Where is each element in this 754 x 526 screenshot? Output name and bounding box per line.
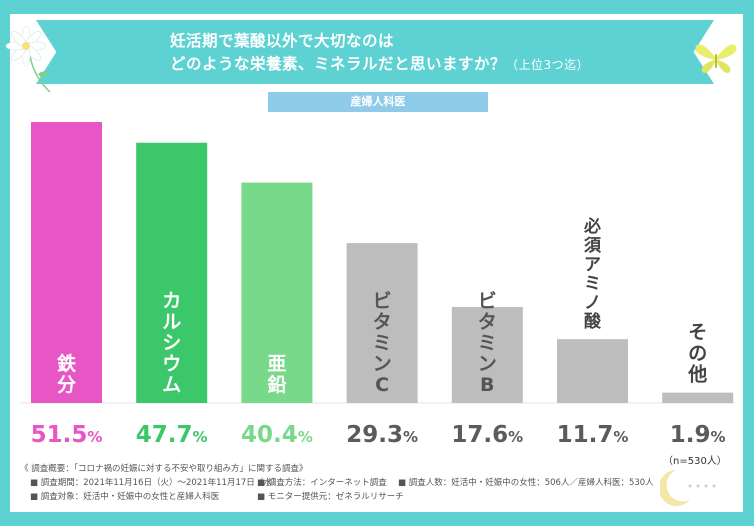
value-label-2: 40.4%	[232, 422, 322, 448]
value-label-unit: %	[710, 428, 726, 446]
category-label-1: カルシウム	[162, 290, 181, 396]
bar-4	[451, 306, 523, 403]
value-label-number: 40.4	[241, 422, 298, 448]
value-label-unit: %	[87, 428, 103, 446]
bar-3	[346, 243, 418, 403]
value-label-number: 17.6	[451, 422, 509, 448]
sample-size-note: （n=530人）	[663, 456, 727, 467]
bar-1	[136, 142, 208, 403]
category-label-5: 必須アミノ酸	[583, 216, 602, 332]
value-label-unit: %	[402, 428, 418, 446]
butterfly-icon	[695, 44, 737, 73]
chart-title-line1: 妊活期で葉酸以外で大切なのは	[170, 32, 395, 50]
survey-overview: 《 調査概要：「コロナ禍の妊娠に対する不安や取り組み方」に関する調査》	[20, 464, 308, 474]
bar-5	[557, 339, 628, 403]
category-label-3: ビタミン C	[373, 290, 392, 396]
value-label-unit: %	[297, 428, 313, 446]
value-label-number: 47.7	[135, 422, 193, 448]
value-label-number: 11.7	[556, 422, 614, 448]
value-label-number: 51.5	[30, 422, 88, 448]
value-label-4: 17.6%	[442, 422, 532, 448]
chart-title-main: どのような栄養素、ミネラルだと思いますか？	[170, 55, 507, 73]
flower-icon	[5, 25, 51, 93]
category-label-6: その他	[687, 322, 707, 386]
bar-6	[662, 392, 734, 403]
category-label-0: 鉄分	[57, 352, 76, 396]
survey-period: ■ 調査期間：2021年11月16日（火）〜2021年11月17日（水）	[30, 478, 281, 488]
bar-2	[241, 182, 313, 403]
chart-title-note: （上位3つ迄）	[506, 58, 590, 72]
bar-0	[31, 122, 102, 403]
value-label-6: 1.9%	[653, 422, 743, 448]
value-label-number: 29.3	[346, 422, 403, 448]
value-label-3: 29.3%	[337, 422, 427, 448]
group-label: 産婦人科医	[268, 92, 488, 112]
chart-title-line2: どのような栄養素、ミネラルだと思いますか？（上位3つ迄）	[170, 52, 589, 74]
value-label-5: 11.7%	[548, 422, 638, 448]
value-label-0: 51.5%	[22, 422, 112, 448]
value-label-unit: %	[508, 428, 524, 446]
value-label-unit: %	[192, 428, 208, 446]
survey-respondents: ■ 調査人数：妊活中・妊娠中の女性：506人／産婦人科医：530人	[398, 478, 654, 488]
crescent-logo-icon	[660, 470, 716, 506]
category-label-2: 亜鉛	[267, 353, 286, 396]
title-banner	[36, 20, 714, 84]
survey-provider: ■ モニター提供元：ゼネラルリサーチ	[257, 492, 404, 502]
survey-target: ■ 調査対象：妊活中・妊娠中の女性と産婦人科医	[30, 492, 220, 502]
category-label-4: ビタミン B	[478, 290, 497, 396]
value-label-number: 1.9	[669, 422, 711, 448]
survey-method: ■ 調査方法：インターネット調査	[257, 478, 387, 488]
value-label-1: 47.7%	[127, 422, 217, 448]
value-label-unit: %	[613, 428, 629, 446]
